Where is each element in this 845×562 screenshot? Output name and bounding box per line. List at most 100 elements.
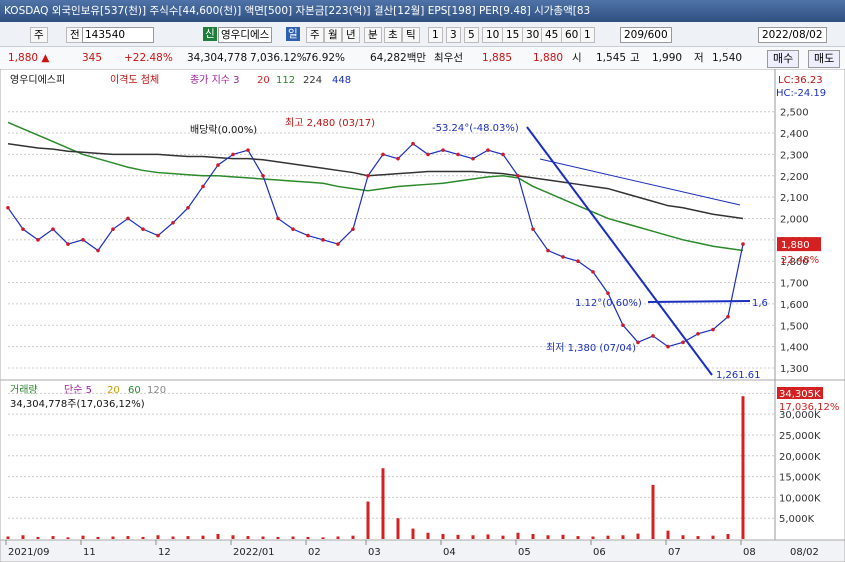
y-tick-label: 20,000K	[779, 452, 821, 463]
price-point	[21, 227, 25, 231]
toolbar-item[interactable]: 분	[364, 27, 382, 43]
quote-item: 1,540	[712, 52, 743, 64]
y-tick-label: 1,400	[780, 343, 809, 354]
volume-bar	[651, 484, 655, 539]
annotation: 1,261.61	[716, 370, 761, 381]
volume-bar	[366, 501, 370, 539]
price-point	[516, 173, 520, 178]
volume-bar	[681, 535, 685, 539]
volume-legend: 20	[107, 385, 120, 396]
legend-item: 448	[332, 75, 351, 86]
price-point	[96, 248, 100, 253]
volume-bar	[6, 536, 10, 539]
chart: 영우디에스피 이격도 첨체 종가 지수 3 20 112 224 448 1,300 1,400…	[0, 69, 845, 562]
price-point	[81, 238, 85, 242]
price-point	[741, 242, 745, 246]
volume-bar	[51, 536, 55, 539]
toolbar-item[interactable]: 3	[446, 27, 461, 43]
toolbar-item[interactable]: 5	[464, 27, 479, 43]
quote-item: 1,880 ▲	[8, 52, 50, 64]
x-tick-label: 02	[308, 547, 321, 558]
price-point	[486, 148, 490, 152]
volume-bar	[246, 536, 250, 539]
toolbar-item[interactable]: 1	[580, 27, 595, 43]
trend-line	[526, 126, 713, 376]
toolbar-item[interactable]: 틱	[402, 27, 420, 43]
title-bar	[0, 0, 845, 22]
volume-bar	[201, 535, 205, 539]
quote-item: 1,885	[482, 52, 513, 64]
y-tick-label: 2,000	[780, 214, 809, 225]
toolbar-item[interactable]: 10	[482, 27, 504, 43]
volume-bar	[471, 535, 475, 539]
volume-bar	[576, 536, 580, 539]
trade-button[interactable]: 매도	[808, 50, 841, 68]
price-point	[546, 248, 550, 253]
quote-item: 최우선	[434, 52, 463, 64]
y-tick-label: 25,000K	[779, 431, 821, 442]
toolbar-item[interactable]: 년	[342, 27, 360, 43]
volume-bar	[561, 534, 565, 539]
quote-item: 저	[694, 52, 704, 64]
volume-bar	[171, 536, 175, 539]
volume-bar	[291, 536, 295, 539]
toolbar-item[interactable]: 주	[306, 27, 324, 43]
y-tick-label: 30,000K	[779, 410, 821, 421]
trade-button[interactable]: 매수	[767, 50, 800, 68]
last-price: 1,880	[781, 240, 810, 251]
price-point	[36, 238, 40, 242]
quote-item: 76.92%	[305, 52, 346, 64]
y-tick-label: 2,500	[780, 108, 809, 119]
toolbar-item[interactable]: 2022/08/02	[758, 27, 827, 43]
annotation: 1.12°(0.60%)	[575, 298, 642, 309]
volume-last: 34,305K	[779, 389, 821, 400]
price-point	[411, 141, 415, 146]
toolbar-item[interactable]: 143540	[82, 27, 154, 43]
volume-bar	[726, 534, 730, 539]
change-label: 22.48%	[781, 255, 819, 266]
volume-bar	[66, 537, 70, 539]
toolbar-item[interactable]: 일	[286, 27, 300, 41]
volume-bar	[636, 533, 640, 539]
volume-bar	[306, 536, 310, 539]
title: KOSDAQ 외국인보유[537(천)] 주식수[44,600(천)] 액면[5…	[4, 5, 591, 17]
y-tick-label: 2,300	[780, 150, 809, 161]
hc-label: HC:-24.19	[776, 88, 826, 99]
volume-bar	[36, 536, 40, 539]
price-point	[261, 173, 265, 178]
annotation: 1,6	[752, 298, 768, 309]
toolbar-item[interactable]: 신	[203, 27, 217, 41]
toolbar-item[interactable]: 1	[428, 27, 443, 43]
price-point	[396, 156, 400, 161]
volume-box	[777, 387, 823, 399]
x-tick-label: 08	[743, 547, 756, 558]
legend-item: 영우디에스피	[10, 74, 65, 86]
toolbar-item[interactable]: 주	[30, 27, 48, 43]
x-tick-label: 11	[83, 547, 96, 558]
toolbar-item[interactable]: 45	[541, 27, 563, 43]
price-point	[381, 152, 385, 157]
volume-bar	[696, 536, 700, 539]
toolbar-item[interactable]: 초	[384, 27, 402, 43]
toolbar-item[interactable]: 영우디에스	[218, 27, 273, 43]
y-tick-label: 1,300	[780, 364, 809, 375]
quote-item: 7,036.12%	[250, 52, 307, 64]
toolbar-item[interactable]: 15	[502, 27, 524, 43]
volume-bar	[381, 468, 385, 539]
x-tick-label: 07	[668, 547, 681, 558]
x-tick-label: 03	[368, 547, 381, 558]
price-point	[681, 340, 685, 345]
volume-bar	[276, 536, 280, 539]
y-tick-label: 1,500	[780, 321, 809, 332]
toolbar-item[interactable]: 209/600	[620, 27, 672, 43]
toolbar-item[interactable]: 60	[561, 27, 583, 43]
price-point	[561, 255, 565, 259]
price-point	[531, 227, 535, 231]
price-point	[291, 227, 295, 231]
toolbar-item[interactable]: 월	[324, 27, 342, 43]
price-point	[426, 152, 430, 157]
volume-bar	[711, 535, 715, 539]
volume-info: 34,304,778주(17,036,12%)	[10, 399, 145, 410]
volume-bar	[666, 530, 670, 539]
